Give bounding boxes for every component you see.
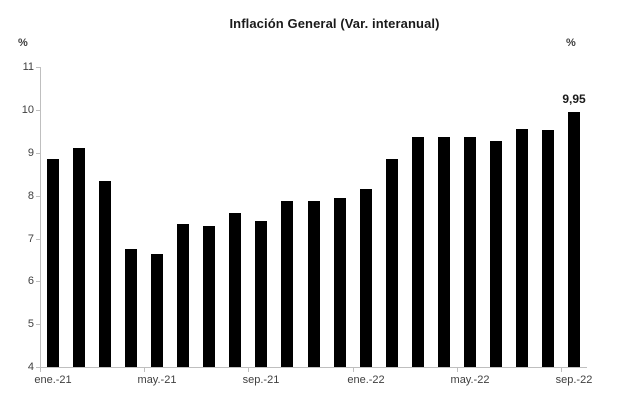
bar-dic-21 (334, 198, 346, 367)
x-axis-tick-label: ene.-22 (347, 374, 385, 386)
y-axis-tick-mark (36, 110, 40, 111)
y-axis-tick-mark (36, 153, 40, 154)
y-axis-tick-label: 9 (27, 147, 34, 159)
y-axis-tick-label: 11 (22, 61, 34, 74)
x-axis-line (40, 367, 587, 368)
y-axis-tick-label: 10 (21, 104, 34, 117)
x-axis-tick-label: sep.-22 (555, 374, 593, 386)
x-axis-tick-label: may.-21 (137, 374, 177, 386)
bar-may-22 (464, 137, 476, 367)
y-axis-tick-mark (36, 196, 40, 197)
bar-jun-22 (490, 141, 502, 367)
bar-jun-21 (177, 224, 189, 367)
y-axis-tick-label: 7 (27, 232, 34, 245)
x-axis-tick-mark (457, 368, 458, 372)
data-label-sep-22: 9,95 (562, 92, 586, 106)
bar-nov-21 (308, 201, 320, 367)
y-axis-unit-right: % (566, 37, 576, 49)
y-axis-tick-mark (36, 239, 40, 240)
y-axis-unit-left: % (18, 37, 28, 49)
y-axis-tick-label: 6 (27, 275, 34, 288)
y-axis-tick-mark (36, 367, 40, 368)
bar-feb-22 (386, 159, 398, 367)
bar-jul-21 (203, 226, 215, 367)
x-axis-tick-label: may.-22 (450, 374, 490, 386)
bar-ene-22 (360, 189, 372, 367)
y-axis-tick-mark (36, 67, 40, 68)
y-axis-tick-mark (36, 324, 40, 325)
bar-feb-21 (73, 148, 85, 367)
bar-oct-21 (281, 201, 293, 367)
bar-ene-21 (47, 159, 59, 367)
bar-sep-22 (568, 112, 580, 367)
y-axis-tick-label: 8 (27, 189, 34, 202)
bar-ago-22 (542, 130, 554, 367)
y-axis-tick-label: 5 (27, 318, 34, 331)
y-axis-line (40, 67, 41, 368)
x-axis-tick-label: sep.-21 (242, 374, 280, 386)
x-axis-tick-mark (40, 368, 41, 372)
bar-mar-22 (412, 137, 424, 367)
bar-abr-21 (125, 249, 137, 367)
y-axis-tick-label: 4 (27, 361, 34, 373)
x-axis-tick-mark (144, 368, 145, 372)
bar-jul-22 (516, 129, 528, 367)
bar-mar-21 (99, 181, 111, 367)
bar-ago-21 (229, 213, 241, 367)
bar-sep-21 (255, 221, 267, 367)
bar-may-21 (151, 254, 163, 367)
x-axis-tick-mark (248, 368, 249, 372)
x-axis-tick-mark (561, 368, 562, 372)
x-axis-tick-mark (353, 368, 354, 372)
bar-abr-22 (438, 137, 450, 367)
chart-title: Inflación General (Var. interanual) (229, 16, 440, 31)
x-axis-tick-label: ene.-21 (34, 374, 72, 386)
y-axis-tick-mark (36, 281, 40, 282)
